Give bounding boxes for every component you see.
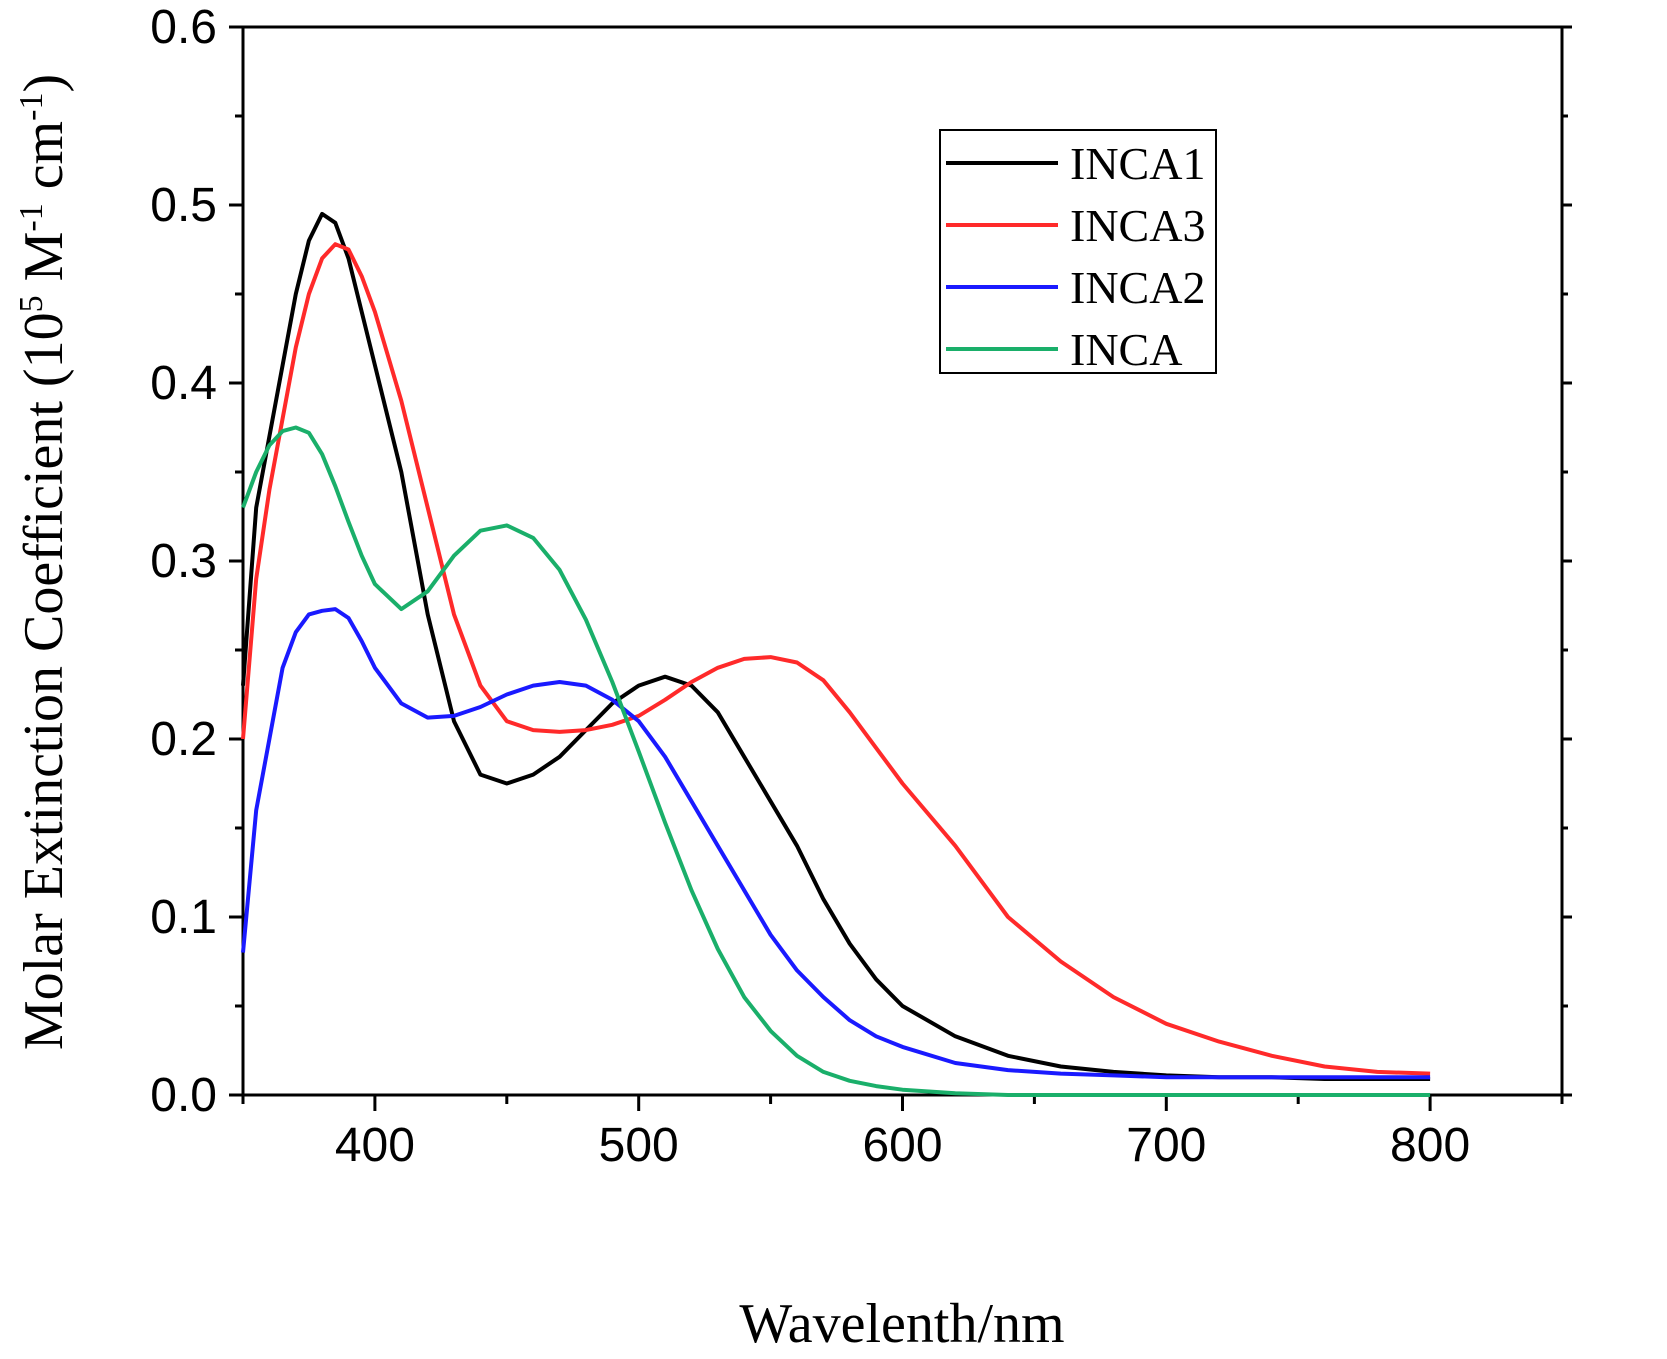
x-tick-label: 800 — [1390, 1119, 1470, 1172]
series-line-inca3 — [241, 242, 1431, 1076]
series-line-inca2 — [241, 607, 1431, 1080]
y-tick-label: 0.0 — [150, 1069, 217, 1122]
y-title-exp2: -1 — [13, 203, 50, 231]
x-axis-title: Wavelenth/nm — [739, 1293, 1064, 1355]
y-tick-label: 0.5 — [150, 179, 217, 232]
legend-label-inca: INCA — [1070, 324, 1182, 375]
series-line-inca1 — [241, 211, 1431, 1081]
legend-label-inca1: INCA1 — [1070, 138, 1205, 189]
legend-label-inca2: INCA2 — [1070, 262, 1205, 313]
y-title-mid: M — [13, 232, 75, 296]
y-axis-title: Molar Extinction Coefficient (105 M-1 cm… — [13, 74, 75, 1050]
series-line-inca — [241, 425, 1431, 1097]
legend: INCA1 INCA3 INCA2 INCA — [939, 129, 1217, 375]
legend-box — [939, 129, 1217, 374]
y-axis-title-group: Molar Extinction Coefficient (105 M-1 cm… — [13, 74, 75, 1050]
x-axis: 400 500 600 700 800 — [241, 1095, 1564, 1172]
y-title-mid2: cm — [13, 121, 75, 203]
series-layer — [241, 211, 1431, 1097]
x-tick-label: 700 — [1126, 1119, 1206, 1172]
y-tick-label: 0.3 — [150, 535, 217, 588]
y-tick-label: 0.1 — [150, 891, 217, 944]
y-tick-label: 0.6 — [150, 1, 217, 54]
legend-label-inca3: INCA3 — [1070, 200, 1205, 251]
x-tick-label: 500 — [599, 1119, 679, 1172]
y-title-exp1: 5 — [13, 295, 50, 312]
y-axis: 0.0 0.1 0.2 0.3 0.4 0.5 0.6 — [150, 1, 1572, 1122]
x-tick-label: 600 — [862, 1119, 942, 1172]
y-tick-label: 0.2 — [150, 713, 217, 766]
x-tick-label: 400 — [335, 1119, 415, 1172]
y-title-suffix: ) — [13, 74, 75, 93]
y-title-exp3: -1 — [13, 93, 50, 121]
y-title-prefix: Molar Extinction Coefficient (10 — [13, 312, 75, 1050]
y-tick-label: 0.4 — [150, 357, 217, 410]
